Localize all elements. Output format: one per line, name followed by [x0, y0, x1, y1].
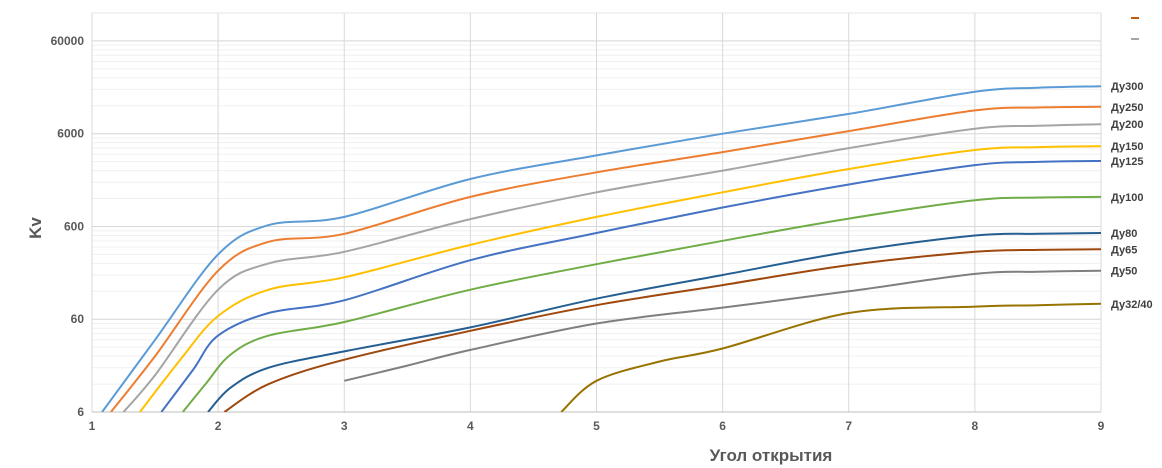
series-line-Ду250: [110, 105, 1101, 412]
x-tick-label: 7: [845, 419, 852, 433]
series-line-Ду200: [122, 123, 1101, 412]
x-tick-labels: 1 2 3 4 5 6 7 8 9: [89, 419, 1105, 433]
x-tick-label: 9: [1098, 419, 1105, 433]
x-tick-label: 3: [341, 419, 348, 433]
y-tick-label: 60000: [51, 34, 85, 48]
series-label-Ду200: Ду200: [1111, 119, 1143, 131]
x-axis-title: Угол открытия: [710, 446, 833, 465]
series-label-Ду300: Ду300: [1111, 81, 1143, 93]
x-tick-label: 2: [215, 419, 222, 433]
y-tick-label: 600: [64, 219, 84, 233]
legend: [1131, 17, 1139, 40]
x-tick-label: 5: [593, 419, 600, 433]
series-label-Ду32/40: Ду32/40: [1111, 299, 1153, 311]
series-line-Ду125: [160, 160, 1101, 412]
series-label-Ду250: Ду250: [1111, 102, 1143, 114]
series-lines: [101, 85, 1101, 412]
series-line-Ду80: [207, 232, 1101, 412]
series-line-Ду300: [101, 85, 1101, 412]
series-line-Ду65: [223, 248, 1101, 412]
series-label-Ду100: Ду100: [1111, 192, 1143, 204]
series-line-Ду100: [182, 195, 1101, 412]
x-tick-label: 1: [89, 419, 96, 433]
series-line-Ду50: [344, 269, 1101, 382]
series-label-Ду65: Ду65: [1111, 244, 1137, 256]
y-tick-labels: 6 60 600 6000 60000: [51, 34, 85, 419]
y-tick-label: 60: [71, 312, 85, 326]
major-gridlines: [91, 12, 1102, 413]
x-tick-label: 4: [467, 419, 474, 433]
series-line-Ду32/40: [560, 302, 1101, 412]
series-labels: Ду300 Ду250 Ду200 Ду150 Ду125 Ду100 Ду80 Ду65 Ду…: [1111, 81, 1153, 311]
y-tick-label: 6000: [57, 127, 84, 141]
x-tick-label: 6: [719, 419, 726, 433]
x-tick-label: 8: [972, 419, 979, 433]
series-label-Ду150: Ду150: [1111, 141, 1143, 153]
y-axis-title: Kv: [26, 217, 45, 239]
y-tick-label: 6: [77, 405, 84, 419]
series-label-Ду125: Ду125: [1111, 156, 1143, 168]
series-label-Ду80: Ду80: [1111, 228, 1137, 240]
series-label-Ду50: Ду50: [1111, 266, 1137, 278]
series-line-Ду150: [139, 145, 1101, 412]
